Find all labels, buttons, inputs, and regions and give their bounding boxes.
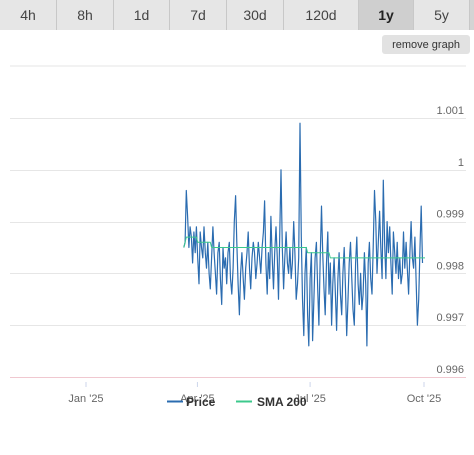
y-tick-label: 1.001 [436, 105, 464, 117]
tab-8h[interactable]: 8h [57, 0, 114, 30]
x-tick-label: Apr '25 [180, 393, 215, 405]
legend-label-sma-200[interactable]: SMA 200 [257, 395, 307, 409]
y-tick-label: 0.997 [436, 312, 464, 324]
tab-7d[interactable]: 7d [170, 0, 227, 30]
tab-120d[interactable]: 120d [284, 0, 359, 30]
y-tick-label: 1 [458, 157, 464, 169]
x-tick-label: Oct '25 [407, 393, 442, 405]
tab-1d[interactable]: 1d [114, 0, 170, 30]
x-tick-label: Jan '25 [68, 393, 103, 405]
x-tick-label: Jul '25 [294, 393, 325, 405]
tab-1y[interactable]: 1y [359, 0, 414, 30]
series-line-price [183, 122, 424, 347]
series-line-sma-200 [183, 236, 425, 259]
legend-label-price[interactable]: Price [186, 395, 216, 409]
time-range-tabs: 4h 8h 1d 7d 30d 120d 1y 5y [0, 0, 474, 30]
tab-30d[interactable]: 30d [227, 0, 284, 30]
tab-5y[interactable]: 5y [414, 0, 470, 30]
y-tick-label: 0.999 [436, 209, 464, 221]
y-tick-label: 0.996 [436, 364, 464, 376]
y-tick-label: 0.998 [436, 260, 464, 272]
tab-4h[interactable]: 4h [0, 0, 57, 30]
remove-graph-button[interactable]: remove graph [382, 35, 470, 54]
